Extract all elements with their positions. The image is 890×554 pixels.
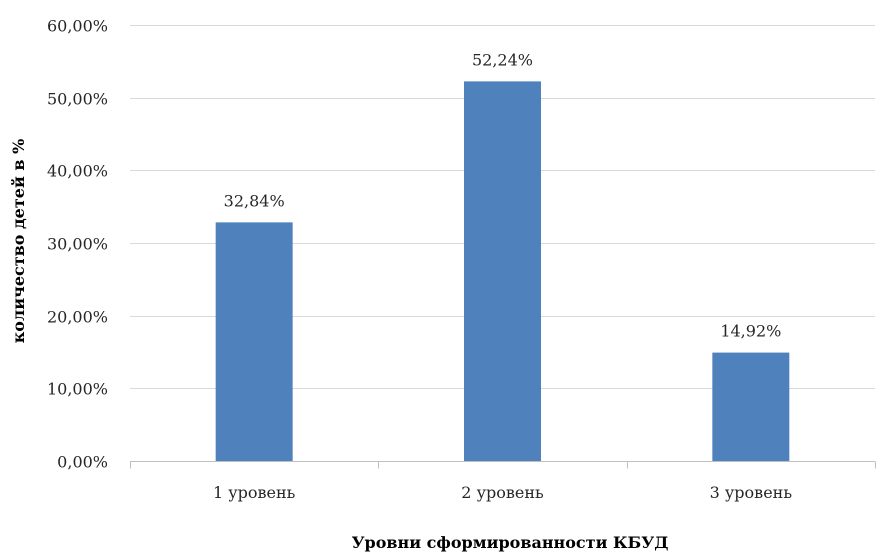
data-label: 14,92%	[720, 322, 781, 341]
axes	[130, 461, 876, 469]
x-tick-label: 1 уровень	[213, 483, 296, 502]
bar	[215, 222, 293, 461]
x-tick-label: 2 уровень	[461, 483, 544, 502]
data-label: 52,24%	[472, 50, 533, 69]
y-axis-title: количество детей в %	[9, 139, 28, 344]
bar	[464, 81, 541, 461]
y-tick-label: 50,00%	[47, 90, 108, 109]
x-tick-label: 3 уровень	[710, 483, 793, 502]
data-label: 32,84%	[224, 191, 285, 210]
y-tick-label: 40,00%	[47, 162, 108, 181]
y-tick-label: 60,00%	[47, 17, 108, 36]
y-tick-label: 10,00%	[47, 380, 108, 399]
x-axis-title: Уровни сформированности КБУД	[352, 533, 669, 552]
y-tick-label: 30,00%	[47, 235, 108, 254]
bar	[712, 352, 790, 461]
y-tick-label: 20,00%	[47, 308, 108, 327]
labels: 0,00% 10,00% 20,00% 30,00% 40,00% 50,00% 60,00…	[47, 17, 792, 503]
bars	[215, 81, 790, 461]
y-tick-label: 0,00%	[57, 453, 108, 472]
